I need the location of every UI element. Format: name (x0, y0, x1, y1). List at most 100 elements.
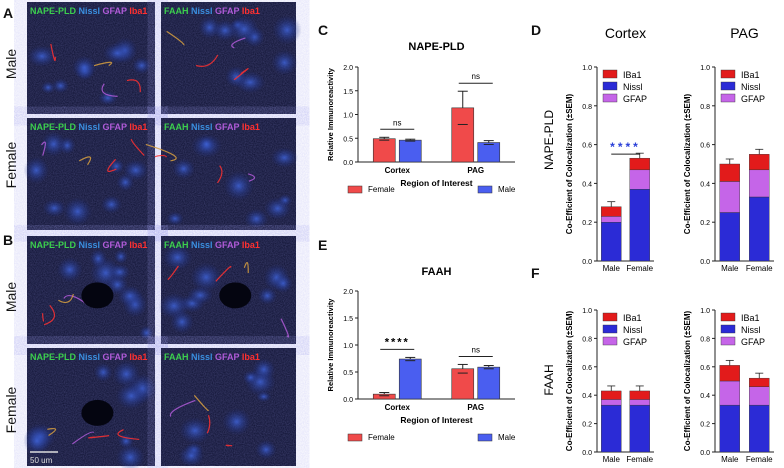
legend-label: IBa1 (741, 70, 760, 80)
significance-label: **** (610, 140, 641, 154)
chart-title: PAG (730, 25, 759, 41)
nissl-cell (229, 15, 259, 44)
legend-swatch (720, 81, 736, 91)
marker-label-nape-pld: NAPE-PLD (30, 122, 77, 132)
marker-label-nissl: Nissl (189, 240, 213, 250)
stained-fiber (280, 318, 290, 338)
x-tick-label: Female (626, 264, 653, 273)
bar-segment-gfap (719, 380, 740, 406)
row-label-b-male: Male (3, 282, 19, 313)
x-tick-label: PAG (467, 403, 484, 412)
stained-fiber (225, 444, 233, 447)
legend-label: Nissl (623, 325, 643, 335)
significance-label: ns (472, 345, 480, 354)
legend-swatch (602, 312, 618, 322)
legend-label: GFAP (741, 337, 765, 347)
y-tick-label: 0.0 (582, 450, 592, 457)
stained-fiber (216, 165, 223, 184)
nissl-cell (116, 443, 145, 468)
marker-label-gfap: GFAP (100, 6, 127, 16)
marker-label-gfap: GFAP (213, 240, 240, 250)
bar-segment-gfap (601, 399, 622, 406)
y-tick-label: 0.4 (582, 181, 592, 188)
legend-swatch (720, 324, 736, 334)
micrograph-panel: FAAH Nissl GFAP Iba1 (158, 236, 296, 344)
nissl-cell (138, 325, 154, 341)
legend-label: IBa1 (623, 313, 642, 323)
bar-segment-iba1 (601, 390, 622, 400)
nissl-cell (27, 45, 57, 68)
chart-title: Cortex (605, 25, 646, 41)
bar-segment-iba1 (749, 154, 770, 171)
y-tick-label: 0.4 (700, 393, 710, 400)
nissl-cell (40, 81, 56, 94)
nissl-cell (100, 195, 123, 214)
x-tick-label: Female (746, 455, 773, 464)
bar-segment-gfap (629, 169, 650, 190)
nissl-cell (115, 382, 147, 410)
nissl-cell (271, 49, 298, 76)
legend-swatch (602, 93, 618, 103)
chart-title: NAPE-PLD (408, 41, 464, 53)
bar-segment-nissl (601, 404, 622, 453)
stained-fiber (117, 429, 140, 441)
y-tick-label: 1.0 (343, 343, 353, 350)
legend-label: GFAP (741, 94, 765, 104)
y-tick-label: 1.5 (343, 89, 353, 96)
legend-label: IBa1 (741, 313, 760, 323)
nissl-cell (190, 262, 222, 292)
nissl-cell (108, 263, 131, 281)
stained-fiber (166, 30, 185, 46)
y-axis-label: Co-Efficient of Colocalization (±SEM) (683, 93, 692, 234)
x-tick-label: Male (721, 455, 739, 464)
legend-label: Male (498, 433, 516, 442)
y-axis-label: Relative Immunoreactivity (326, 298, 335, 392)
y-tick-label: 1.0 (700, 308, 710, 315)
y-tick-label: 1.0 (343, 113, 353, 120)
micrograph-panel: NAPE-PLD Nissl GFAP Iba1 (23, 118, 155, 230)
x-tick-label: PAG (467, 166, 484, 175)
panel-letter-d: D (531, 22, 541, 38)
y-tick-label: 0.6 (582, 365, 592, 372)
stained-fiber (130, 138, 145, 156)
stained-fiber (43, 304, 56, 326)
legend-swatch (347, 433, 363, 442)
nissl-cell (117, 285, 143, 307)
nissl-cell (273, 273, 293, 293)
marker-label-gfap: GFAP (213, 122, 240, 132)
legend-swatch (720, 336, 736, 346)
legend-label: Nissl (741, 325, 761, 335)
marker-label: FAAH Nissl GFAP Iba1 (164, 122, 260, 132)
x-tick-label: Female (746, 264, 773, 273)
nissl-cell (252, 358, 276, 381)
nissl-cell (172, 158, 196, 180)
nissl-cell (178, 445, 205, 467)
significance-label: **** (385, 336, 410, 348)
nissl-cell (98, 90, 118, 106)
stained-fiber (101, 83, 118, 97)
side-label: NAPE-PLD (542, 110, 556, 170)
nissl-cell (51, 78, 70, 94)
bar-segment-gfap (629, 399, 650, 406)
y-axis-label: Relative Immunoreactivity (326, 67, 335, 161)
bar-segment-nissl (629, 189, 650, 262)
y-tick-label: 0.4 (700, 181, 710, 188)
panel-letter-b: B (3, 232, 13, 248)
marker-label-faah: FAAH (164, 352, 189, 362)
bar-segment-gfap (749, 169, 770, 198)
vessel-lumen (81, 399, 114, 426)
y-tick-label: 0.6 (700, 365, 710, 372)
marker-label: NAPE-PLD Nissl GFAP Iba1 (30, 6, 147, 16)
legend-swatch (602, 336, 618, 346)
bar-female (451, 107, 475, 163)
legend-swatch (477, 185, 493, 194)
y-tick-label: 0.8 (700, 104, 710, 111)
nissl-cell (23, 156, 50, 184)
legend-swatch (347, 185, 363, 194)
y-tick-label: 0.0 (343, 160, 353, 167)
nissl-cell (42, 199, 67, 218)
marker-label-nissl: Nissl (189, 6, 213, 16)
micrograph-grid: NAPE-PLD Nissl GFAP Iba1 FAAH Nissl GFAP … (23, 2, 302, 468)
nissl-cell (93, 362, 113, 382)
marker-label: NAPE-PLD Nissl GFAP Iba1 (30, 122, 147, 132)
